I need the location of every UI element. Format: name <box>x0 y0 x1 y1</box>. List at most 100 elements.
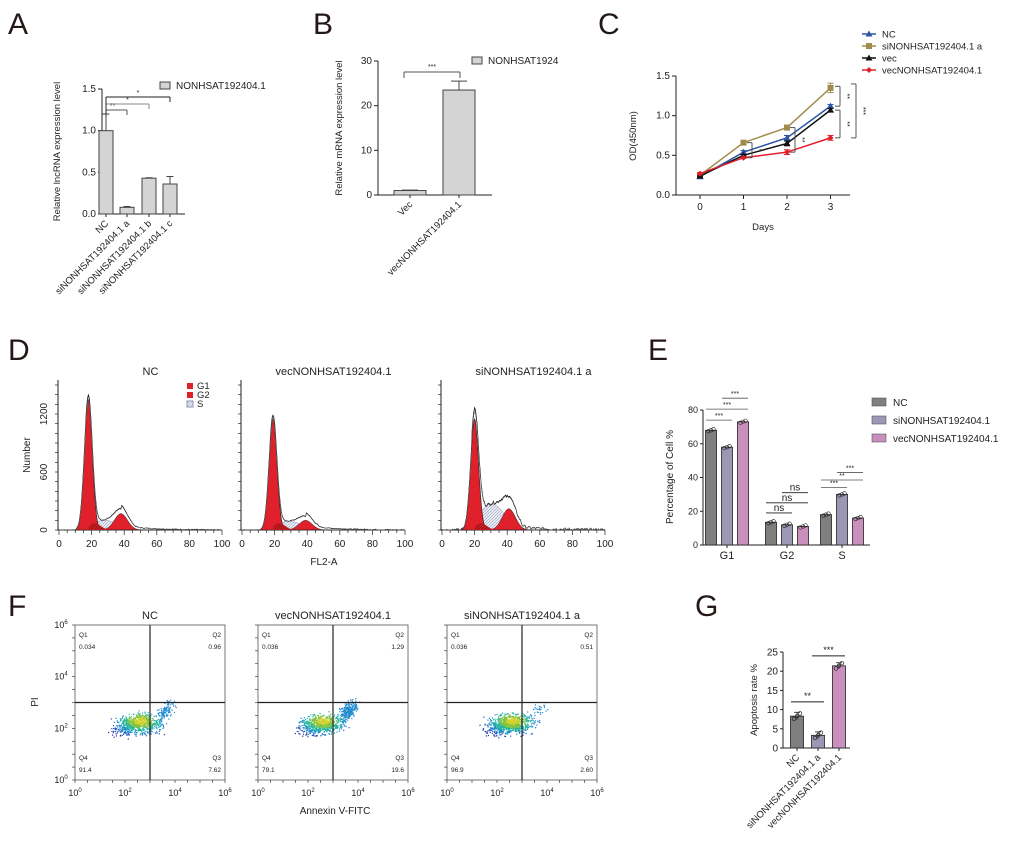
quadrant-label: Q2 <box>584 632 593 639</box>
event-dot <box>492 723 494 725</box>
event-dot <box>140 721 142 724</box>
event-dot <box>143 728 145 730</box>
event-dot <box>337 713 339 715</box>
event-dot <box>127 731 129 734</box>
event-dot <box>488 723 491 725</box>
event-dot <box>522 731 524 733</box>
event-dot <box>344 717 346 719</box>
g1-phase-area <box>442 417 605 531</box>
event-dot <box>158 718 160 720</box>
quadrant-label: Q4 <box>262 755 271 762</box>
event-dot <box>525 726 528 728</box>
event-dot <box>136 724 138 726</box>
y-tick-label: 0.5 <box>82 167 96 178</box>
event-dot <box>342 718 344 720</box>
y-axis-label: Percentage of Cell % <box>665 430 676 524</box>
event-dot <box>532 722 534 724</box>
event-dot <box>324 718 326 721</box>
legend-label: G1 <box>197 381 210 392</box>
panel-letter-d: D <box>8 334 30 367</box>
event-dot <box>117 731 119 733</box>
event-dot <box>336 721 338 723</box>
event-dot <box>348 715 350 718</box>
event-dot <box>494 721 496 723</box>
event-dot <box>312 722 314 725</box>
event-dot <box>505 733 507 735</box>
event-dot <box>346 714 348 716</box>
data-point <box>784 149 790 156</box>
event-dot <box>126 721 128 724</box>
event-dot <box>509 725 511 727</box>
event-dot <box>313 732 315 734</box>
event-dot <box>516 730 518 732</box>
event-dot <box>342 719 345 721</box>
event-dot <box>128 713 130 715</box>
event-dot <box>323 731 325 733</box>
event-dot <box>322 721 324 723</box>
event-dot <box>131 726 134 728</box>
event-dot <box>145 722 147 724</box>
event-dot <box>489 719 492 721</box>
event-dot <box>492 719 495 721</box>
event-dot <box>312 733 315 735</box>
event-dot <box>321 727 324 730</box>
event-dot <box>135 724 137 727</box>
event-dot <box>131 727 133 729</box>
event-dot <box>309 732 311 734</box>
data-point <box>827 106 834 113</box>
event-dot <box>303 720 305 722</box>
event-dot <box>512 726 514 728</box>
event-dot <box>355 707 358 709</box>
x-tick-label: 100 <box>597 539 614 550</box>
event-dot <box>130 725 132 727</box>
event-dot <box>502 722 505 724</box>
quadrant-value: 2.60 <box>580 767 593 774</box>
event-dot <box>127 731 130 733</box>
event-dot <box>485 735 488 737</box>
event-dot <box>488 729 490 732</box>
event-dot <box>490 727 492 729</box>
event-dot <box>327 722 329 724</box>
event-dot <box>498 715 500 718</box>
event-dot <box>338 707 341 710</box>
event-dot <box>147 723 149 725</box>
event-dot <box>159 712 161 714</box>
event-dot <box>142 712 144 714</box>
event-dot <box>150 715 152 717</box>
event-dot <box>498 724 500 726</box>
event-dot <box>133 727 135 730</box>
event-dot <box>316 729 318 731</box>
event-dot <box>494 731 496 733</box>
event-dot <box>151 728 153 730</box>
y-tick-label: 20 <box>688 506 698 516</box>
event-dot <box>130 731 132 734</box>
event-dot <box>137 721 139 723</box>
event-dot <box>320 724 322 726</box>
panel-letter-g: G <box>695 590 719 623</box>
event-dot <box>116 721 119 723</box>
event-dot <box>507 731 509 733</box>
event-dot <box>300 717 302 720</box>
event-dot <box>501 712 504 714</box>
event-dot <box>309 722 311 724</box>
event-dot <box>349 709 351 711</box>
event-dot <box>113 730 115 732</box>
event-dot <box>537 721 540 723</box>
event-dot <box>136 722 138 725</box>
event-dot <box>320 722 322 724</box>
x-tick-label: 20 <box>86 539 98 550</box>
event-dot <box>162 725 165 727</box>
event-dot <box>498 730 500 732</box>
event-dot <box>167 709 169 712</box>
event-dot <box>132 728 134 730</box>
event-dot <box>317 720 320 722</box>
event-dot <box>296 727 298 729</box>
event-dot <box>132 729 135 731</box>
event-dot <box>329 715 331 718</box>
event-dot <box>114 730 117 733</box>
event-dot <box>115 733 117 735</box>
event-dot <box>138 710 140 712</box>
x-tick-label: 3 <box>828 202 834 213</box>
event-dot <box>144 730 146 732</box>
